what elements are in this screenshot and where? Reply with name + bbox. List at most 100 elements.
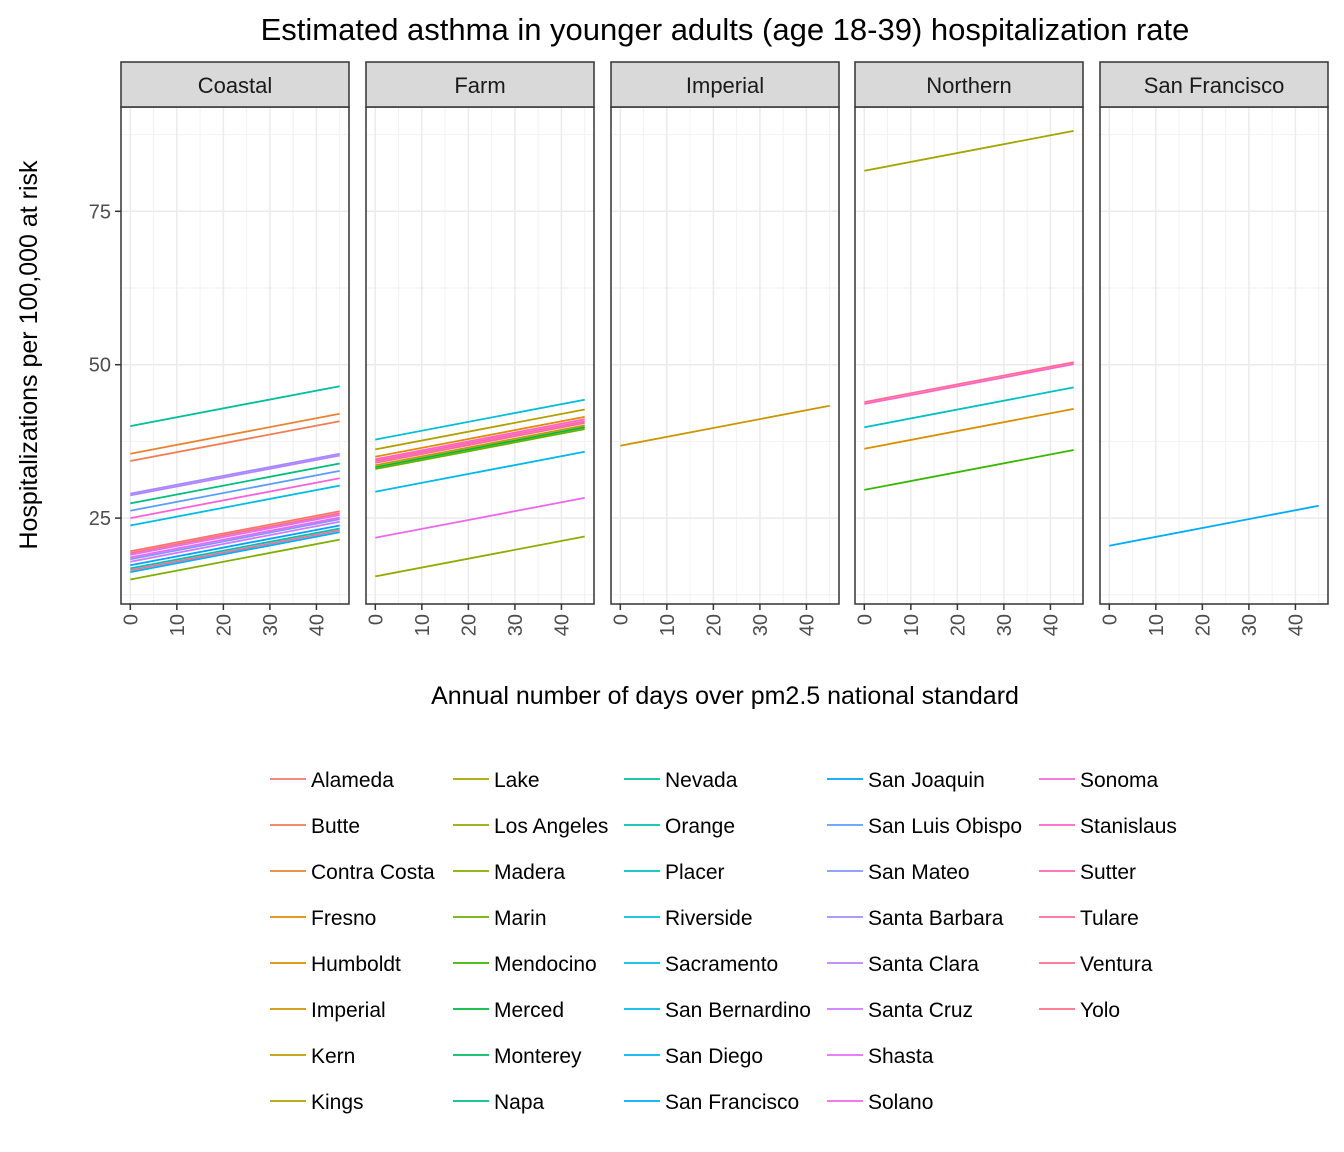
x-tick-label: 40 bbox=[551, 614, 573, 636]
legend-item-san-joaquin: San Joaquin bbox=[827, 769, 985, 792]
series-line-farm-fresno bbox=[375, 416, 585, 458]
legend-label: Lake bbox=[494, 769, 540, 792]
x-tick-label: 20 bbox=[213, 614, 235, 636]
series-line-coastal-butte bbox=[130, 420, 340, 462]
facet-panels: Coastal 0 10 20 30 40 Farm 0 10 20 30 40 Imperial 0 10… bbox=[120, 61, 1329, 636]
x-tick-label: 40 bbox=[796, 614, 818, 636]
chart-title: Estimated asthma in younger adults (age … bbox=[261, 12, 1190, 47]
legend-label: Alameda bbox=[311, 769, 394, 792]
legend-item-sacramento: Sacramento bbox=[624, 953, 778, 976]
legend-item-humboldt: Humboldt bbox=[270, 953, 401, 976]
x-tick-label: 20 bbox=[947, 614, 969, 636]
series-line-farm-san-bernardino bbox=[375, 450, 585, 493]
legend-item-mendocino: Mendocino bbox=[453, 953, 597, 976]
x-tick-label: 30 bbox=[994, 614, 1016, 636]
legend-item-imperial: Imperial bbox=[270, 999, 386, 1022]
legend-label: San Bernardino bbox=[665, 999, 811, 1022]
legend-label: San Francisco bbox=[665, 1091, 799, 1114]
series-line-coastal-sacramento bbox=[130, 484, 340, 527]
x-tick-label: 30 bbox=[260, 614, 282, 636]
facet-panel-northern: Northern 0 10 20 30 40 bbox=[854, 61, 1084, 636]
series-line-northern-ventura bbox=[864, 361, 1074, 403]
legend-label: Riverside bbox=[665, 907, 753, 930]
series-line-northern-placer bbox=[864, 386, 1074, 429]
series-line-coastal-santa-clara bbox=[130, 454, 340, 497]
legend-item-san-luis-obispo: San Luis Obispo bbox=[827, 815, 1022, 838]
legend: Alameda Butte Contra Costa Fresno Humboldt Im… bbox=[270, 769, 1177, 1114]
legend-item-santa-barbara: Santa Barbara bbox=[827, 907, 1004, 930]
y-axis-title: Hospitalizations per 100,000 at risk bbox=[15, 160, 43, 550]
x-tick-label: 0 bbox=[365, 614, 387, 625]
legend-label: Contra Costa bbox=[311, 861, 435, 884]
legend-item-nevada: Nevada bbox=[624, 769, 738, 792]
x-tick-label: 10 bbox=[901, 614, 923, 636]
legend-label: San Mateo bbox=[868, 861, 970, 884]
series-line-farm-kings bbox=[375, 408, 585, 451]
legend-item-contra-costa: Contra Costa bbox=[270, 861, 435, 884]
x-tick-label: 40 bbox=[1040, 614, 1062, 636]
legend-label: Sacramento bbox=[665, 953, 778, 976]
legend-item-santa-clara: Santa Clara bbox=[827, 953, 979, 976]
legend-item-ventura: Ventura bbox=[1039, 953, 1153, 976]
facet-strip-label: Imperial bbox=[686, 73, 764, 98]
y-tick-label: 50 bbox=[89, 355, 111, 377]
panel-background bbox=[855, 107, 1083, 604]
legend-label: Sutter bbox=[1080, 861, 1136, 884]
facet-strip bbox=[1099, 61, 1329, 108]
legend-item-san-bernardino: San Bernardino bbox=[624, 999, 811, 1022]
legend-label: Marin bbox=[494, 907, 547, 930]
legend-label: Yolo bbox=[1080, 999, 1120, 1022]
x-tick-label: 10 bbox=[167, 614, 189, 636]
series-line-coastal-ventura bbox=[130, 529, 340, 572]
legend-item-merced: Merced bbox=[453, 999, 564, 1022]
facet-panel-san-francisco: San Francisco 0 10 20 30 40 bbox=[1099, 61, 1329, 636]
x-tick-label: 30 bbox=[505, 614, 527, 636]
legend-label: Placer bbox=[665, 861, 725, 884]
facet-strip bbox=[610, 61, 840, 108]
legend-label: Merced bbox=[494, 999, 564, 1022]
legend-label: Orange bbox=[665, 815, 735, 838]
x-axis-title: Annual number of days over pm2.5 nationa… bbox=[431, 682, 1019, 710]
legend-item-san-mateo: San Mateo bbox=[827, 861, 970, 884]
legend-item-madera: Madera bbox=[453, 861, 566, 884]
legend-label: Santa Clara bbox=[868, 953, 979, 976]
facet-strip bbox=[365, 61, 595, 108]
x-tick-label: 20 bbox=[1192, 614, 1214, 636]
series-line-coastal-san-luis-obispo bbox=[130, 470, 340, 512]
x-tick-label: 20 bbox=[703, 614, 725, 636]
legend-item-san-francisco: San Francisco bbox=[624, 1091, 799, 1114]
legend-item-monterey: Monterey bbox=[453, 1045, 582, 1068]
facet-strip-label: Coastal bbox=[198, 73, 273, 98]
series-line-coastal-orange bbox=[130, 527, 340, 570]
legend-item-los-angeles: Los Angeles bbox=[453, 815, 608, 838]
legend-item-orange: Orange bbox=[624, 815, 735, 838]
legend-item-butte: Butte bbox=[270, 815, 360, 838]
series-line-farm-solano bbox=[375, 497, 585, 539]
series-line-coastal-san-joaquin bbox=[130, 524, 340, 567]
series-line-coastal-yolo bbox=[130, 512, 340, 554]
x-tick-label: 40 bbox=[1285, 614, 1307, 636]
legend-label: Kern bbox=[311, 1045, 355, 1068]
legend-item-tulare: Tulare bbox=[1039, 907, 1139, 930]
legend-label: Santa Barbara bbox=[868, 907, 1004, 930]
legend-item-lake: Lake bbox=[453, 769, 540, 792]
x-tick-label: 10 bbox=[657, 614, 679, 636]
legend-item-sutter: Sutter bbox=[1039, 861, 1136, 884]
legend-item-stanislaus: Stanislaus bbox=[1039, 815, 1177, 838]
facet-strip-label: Farm bbox=[454, 73, 505, 98]
legend-label: San Luis Obispo bbox=[868, 815, 1022, 838]
series-line-coastal-nevada bbox=[130, 385, 340, 427]
x-tick-label: 30 bbox=[750, 614, 772, 636]
series-line-northern-lake bbox=[864, 130, 1074, 172]
legend-label: San Diego bbox=[665, 1045, 763, 1068]
x-tick-label: 0 bbox=[610, 614, 632, 625]
facet-strip-label: San Francisco bbox=[1144, 73, 1285, 98]
legend-label: Stanislaus bbox=[1080, 815, 1177, 838]
facet-panel-farm: Farm 0 10 20 30 40 bbox=[365, 61, 595, 636]
legend-label: San Joaquin bbox=[868, 769, 985, 792]
legend-label: Shasta bbox=[868, 1045, 934, 1068]
legend-item-kings: Kings bbox=[270, 1091, 364, 1114]
panel-background bbox=[1100, 107, 1328, 604]
legend-item-sonoma: Sonoma bbox=[1039, 769, 1159, 792]
